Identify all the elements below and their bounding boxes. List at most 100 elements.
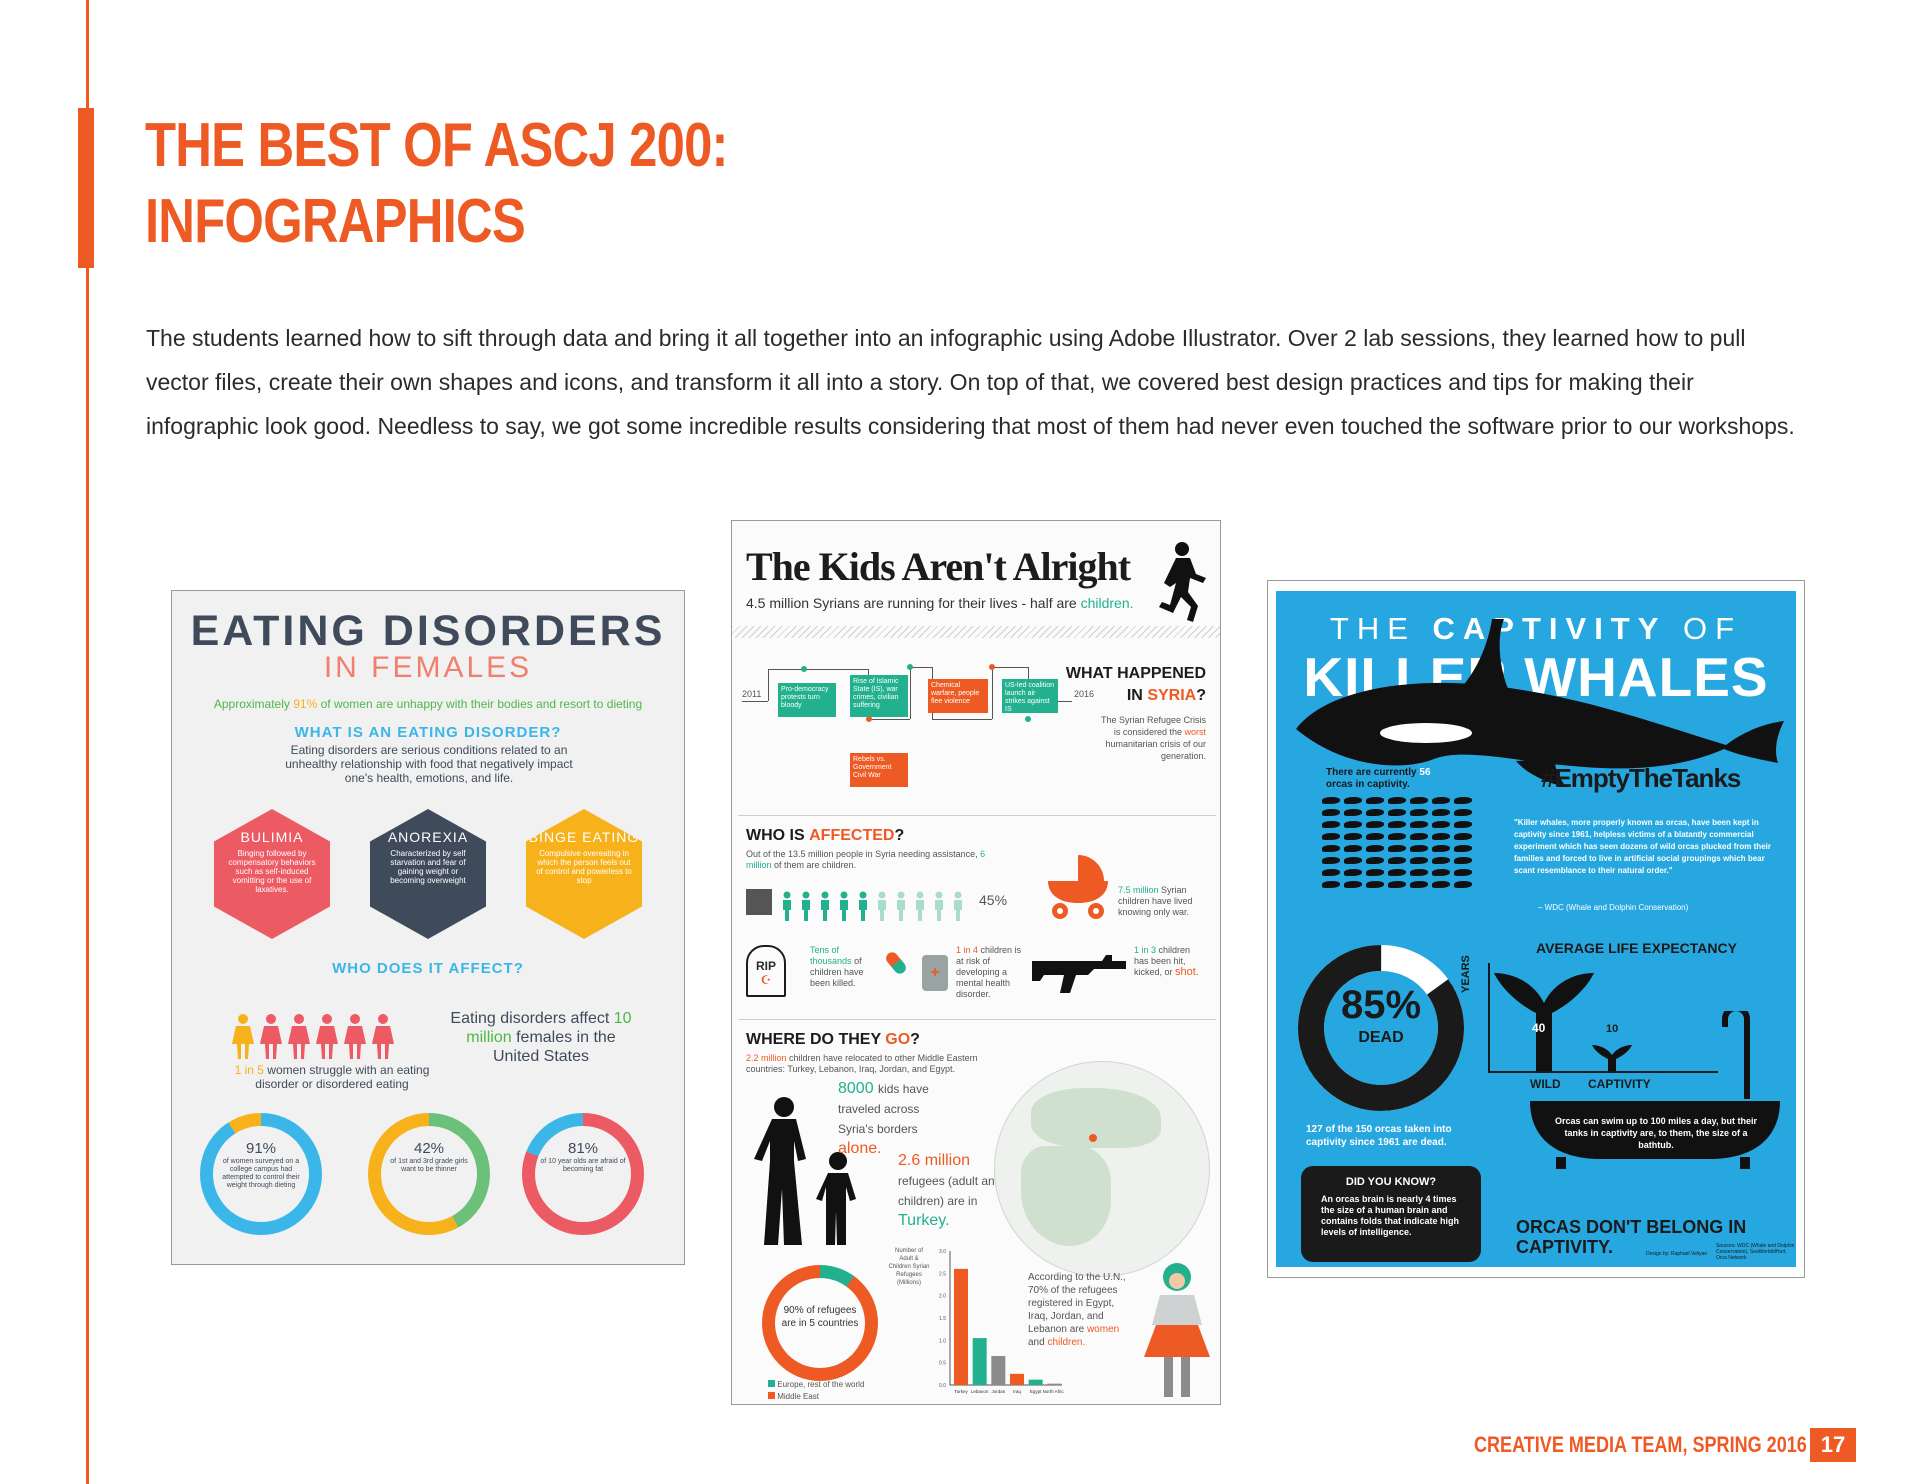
mother-child-silhouette-icon [754,1097,856,1245]
child-icon [916,891,924,921]
timeline-dot [866,716,872,722]
orca-mini-icon [1432,845,1450,852]
woman-icon [372,1014,394,1059]
orca-mini-icon [1454,845,1472,852]
footer-text: CREATIVE MEDIA TEAM, SPRING 2016 [1474,1432,1807,1457]
children-pct: 45% [979,892,1008,908]
orca-mini-icon [1410,869,1428,876]
where-go-heading: WHERE DO THEY GO? [746,1031,920,1049]
orca-mini-icon [1410,797,1428,804]
shot-mid: children has been hit, kicked, or [1134,945,1191,977]
ed-struggle-text: 1 in 5 women struggle with an eating dis… [212,1063,452,1091]
timeline-line [768,669,868,670]
eating-disorders-infographic: EATING DISORDERS IN FEMALES Approximatel… [171,590,685,1265]
years-label: YEARS [1460,955,1472,993]
orca-mini-icon [1388,869,1406,876]
kids-hl: 8000 [838,1080,874,1097]
y-tick-label: 0.0 [939,1383,946,1389]
affected-text: Out of the 13.5 million people in Syria … [746,849,1006,871]
donut-chart: 81% of 10 year olds are afraid of becomi… [522,1113,644,1235]
axis-line [1488,963,1490,1073]
orca-mini-icon [1432,869,1450,876]
orca-mini-icon [1388,833,1406,840]
orca-mini-icon [1344,833,1362,840]
page-number: 17 [1810,1428,1856,1462]
refugees-end: Turkey. [898,1212,950,1229]
orca-icon [1296,619,1784,787]
dead-label: DEAD [1358,1029,1404,1046]
donut-text: of women surveyed on a college campus ha… [222,1158,300,1189]
un-and: and [1028,1337,1045,1348]
child-icon [954,891,962,921]
gun-icon [1032,955,1126,993]
x-tick-label: Lebanon [971,1389,989,1394]
affected-post: of them are children. [774,860,857,870]
ed-subtitle: IN FEMALES [323,651,533,684]
donut-pct: 42% [413,1140,445,1157]
bar-egypt [1028,1379,1043,1385]
count-num: 56 [1419,767,1431,778]
whales-final: ORCAS DON'T BELONG IN CAPTIVITY. [1516,1217,1747,1257]
stroller-body: Syrian children have lived knowing only … [1118,885,1193,917]
refugees-body: refugees (adult and children) are in [898,1174,1002,1208]
x-tick-label: Iraq [1013,1389,1021,1394]
stroller-hl: 7.5 million [1118,885,1159,895]
killed-post: of children have been killed. [810,956,864,988]
orca-mini-icon [1322,833,1340,840]
whales-quote-source: – WDC (Whale and Dolphin Conservation) [1538,903,1689,912]
crisis-text: The Syrian Refugee Crisis is considered … [1096,714,1206,762]
what-happened-heading: WHAT HAPPENED IN SYRIA? [1066,663,1206,707]
child-icon [840,891,848,921]
crisis-post: humanitarian crisis of our generation. [1105,739,1206,761]
page-title: THE BEST OF ASCJ 200: INFOGRAPHICS [145,108,883,260]
globe-map [994,1061,1210,1277]
ed-affect-pre: Eating disorders affect [450,1010,610,1027]
crisis-hl: worst [1184,727,1206,737]
legend-label: Middle East [777,1392,820,1401]
health-hl: 1 in 4 [956,945,979,955]
rip-text: RIP [755,959,776,973]
who-hl: AFFECTED [809,827,895,844]
stroller-text: 7.5 million Syrian children have lived k… [1118,885,1208,918]
woman-icon [232,1014,254,1059]
donut-pct: 91% [245,1140,277,1157]
orca-mini-icon [1322,857,1340,864]
health-post: children is at risk of developing a ment… [956,945,1022,999]
chart-axis [949,1251,1062,1386]
donut-chart: 42% of 1st and 3rd grade girls want to b… [368,1113,490,1235]
kids-text: 8000 kids have traveled across Syria's b… [838,1079,958,1159]
timeline-dot [801,666,807,672]
syria-word: SYRIA [1147,687,1197,704]
hex-desc: Compulsive overeating in which the perso… [536,849,632,885]
child-icon [859,891,867,921]
orca-mini-icon [1322,809,1340,816]
orca-mini-icon [1322,821,1340,828]
killed-text: Tens of thousands of children have been … [810,945,870,989]
crescent-icon: ☪ [760,973,772,987]
orca-mini-icon [1432,809,1450,816]
orca-mini-icon [1454,857,1472,864]
child-icon [897,891,905,921]
relocated-hl: 2.2 million [746,1053,787,1063]
x-tick-label: North Africa [1043,1389,1064,1394]
legend-swatch [768,1380,775,1387]
captivity-label: CAPTIVITY [1588,1077,1651,1091]
kids-body: kids have traveled across Syria's border… [838,1082,929,1136]
running-child-icon [1159,542,1206,622]
timeline-line [768,669,769,701]
timeline-dot [989,664,995,670]
orca-mini-icon [1344,821,1362,828]
orca-mini-icon [1388,797,1406,804]
orca-mini-icon [1432,821,1450,828]
health-text: 1 in 4 children is at risk of developing… [956,945,1030,1000]
child-icon [935,891,943,921]
ed-affect-post: females in the United States [492,1029,616,1065]
orca-mini-icon [1344,881,1362,888]
bathtub-icon [1530,1011,1780,1169]
orca-mini-icon [1344,869,1362,876]
hashtag: #EmptyTheTanks [1541,763,1741,793]
timeline-dot [907,664,913,670]
orca-mini-icon [1432,857,1450,864]
whales-credit: Design by: Raphael Veliyan [1646,1251,1708,1257]
orca-mini-icon [1366,821,1384,828]
